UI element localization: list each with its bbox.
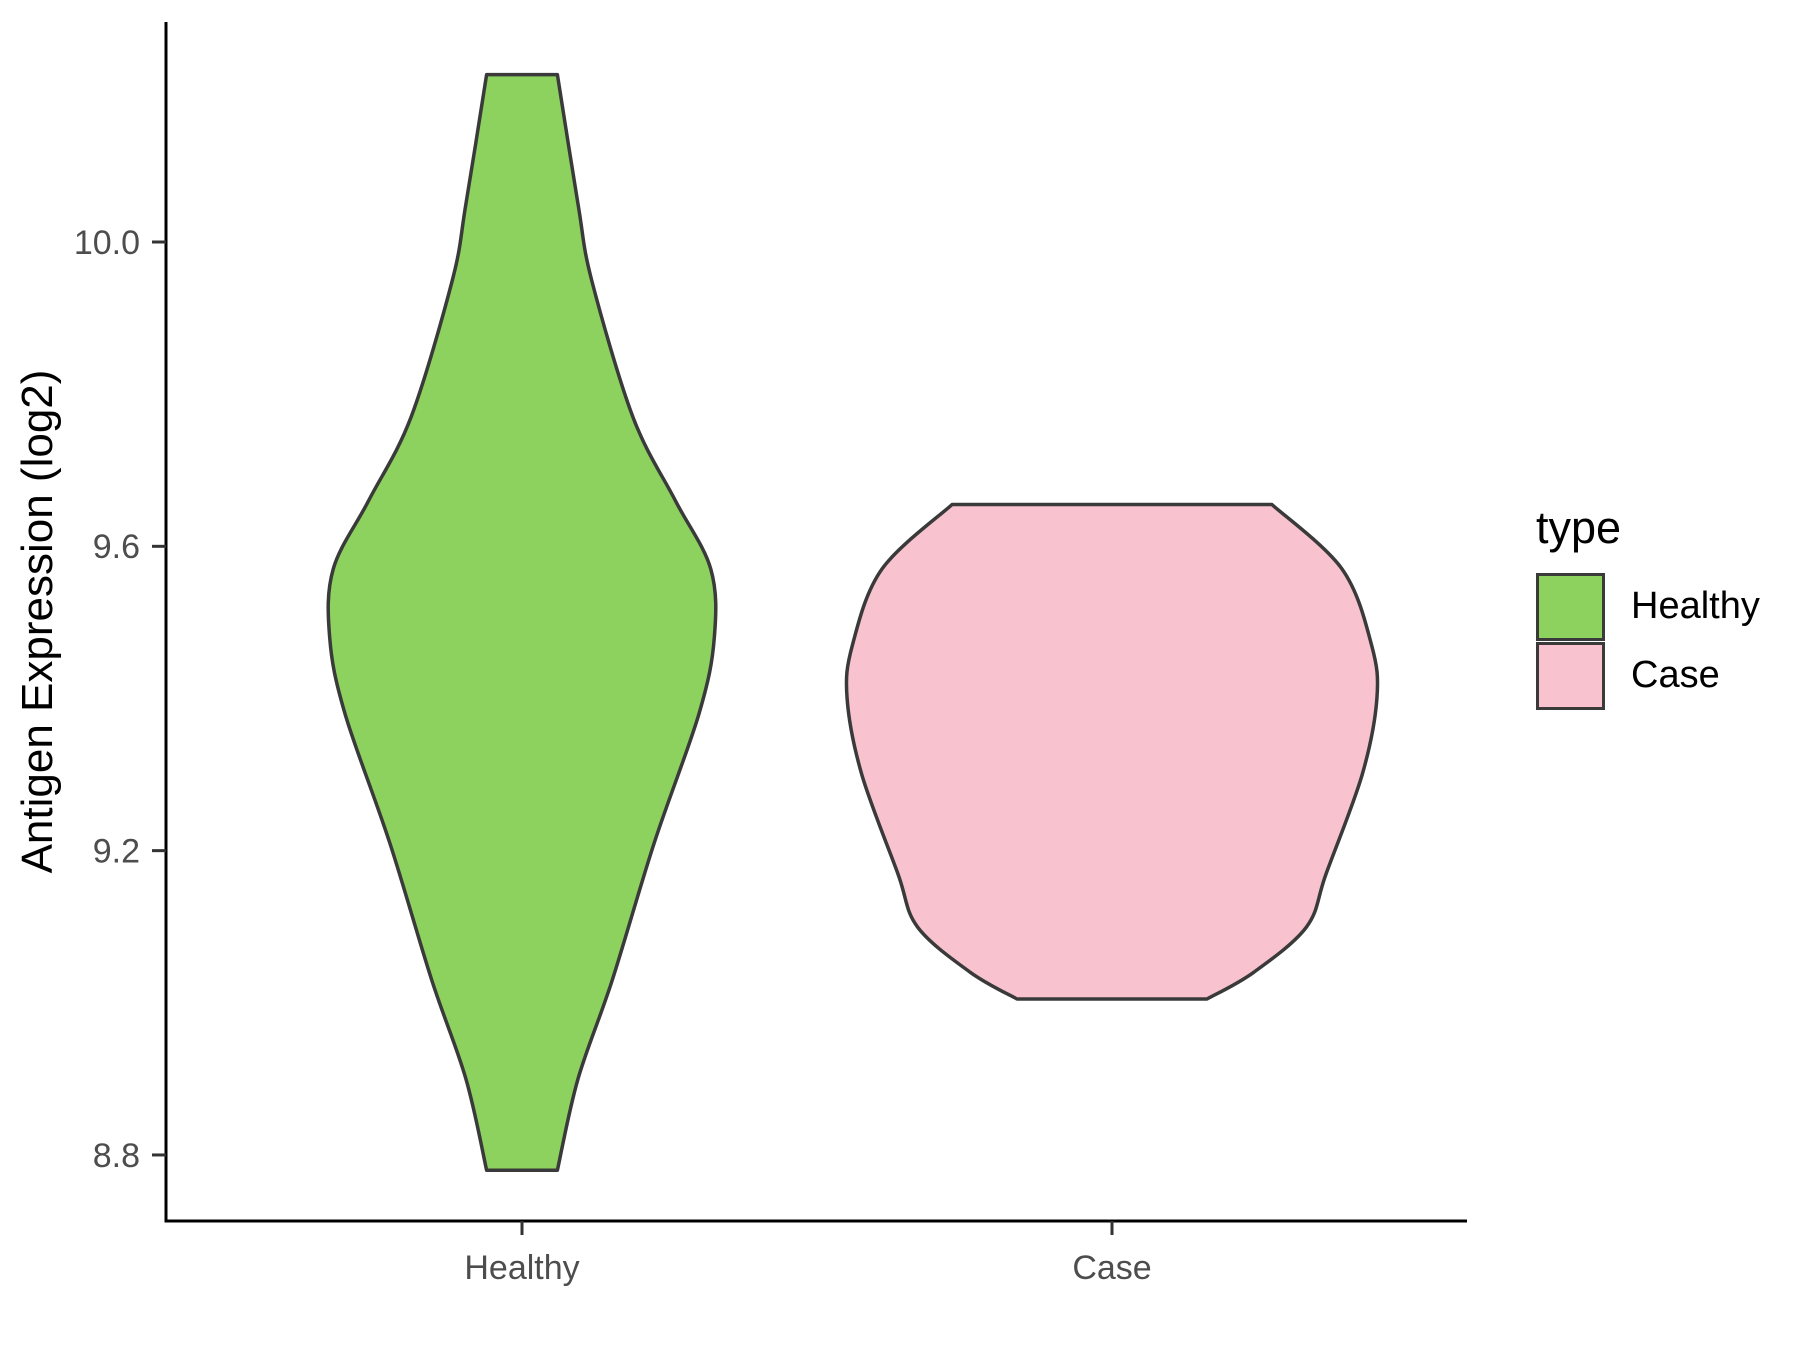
y-axis-title: Antigen Expression (log2) <box>13 370 62 874</box>
violin-case <box>844 502 1380 1001</box>
legend-label-healthy: Healthy <box>1631 585 1760 627</box>
legend-title: type <box>1536 502 1622 553</box>
x-tick-label-case: Case <box>1072 1249 1151 1287</box>
legend-item-case: Case <box>1536 641 1760 710</box>
y-tick-label: 10.0 <box>74 224 140 262</box>
y-tick-label: 9.2 <box>93 833 140 871</box>
y-tick-label: 9.6 <box>93 528 140 566</box>
legend-item-healthy: Healthy <box>1536 572 1760 641</box>
legend: type Healthy Case <box>1536 505 1760 710</box>
y-tick-label: 8.8 <box>93 1137 140 1175</box>
violin-healthy <box>326 72 718 1172</box>
legend-swatch-case <box>1536 641 1605 710</box>
x-tick-label-healthy: Healthy <box>464 1249 579 1287</box>
legend-label-case: Case <box>1631 654 1720 696</box>
legend-swatch-healthy <box>1536 572 1605 641</box>
